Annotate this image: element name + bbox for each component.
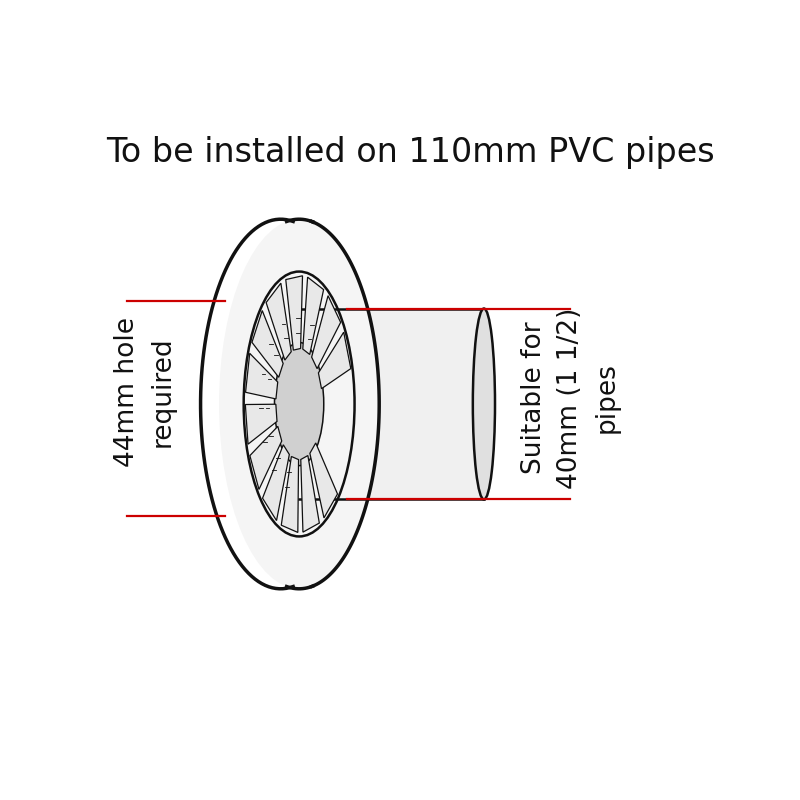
Text: Suitable for
40mm (1 1/2)
pipes: Suitable for 40mm (1 1/2) pipes xyxy=(521,307,619,489)
Polygon shape xyxy=(246,354,278,399)
Polygon shape xyxy=(302,277,323,354)
Polygon shape xyxy=(318,332,351,389)
Ellipse shape xyxy=(274,342,324,466)
Polygon shape xyxy=(301,455,319,532)
Polygon shape xyxy=(250,426,282,490)
Polygon shape xyxy=(312,296,341,369)
Polygon shape xyxy=(246,404,277,444)
Polygon shape xyxy=(286,276,302,350)
Polygon shape xyxy=(310,443,338,518)
Text: 44mm hole
required: 44mm hole required xyxy=(114,317,176,466)
Polygon shape xyxy=(299,309,484,499)
Text: To be installed on 110mm PVC pipes: To be installed on 110mm PVC pipes xyxy=(106,136,714,169)
Polygon shape xyxy=(266,283,291,360)
Polygon shape xyxy=(282,457,298,533)
Polygon shape xyxy=(252,310,283,378)
Ellipse shape xyxy=(473,309,495,499)
Polygon shape xyxy=(262,445,290,521)
Ellipse shape xyxy=(219,219,379,589)
